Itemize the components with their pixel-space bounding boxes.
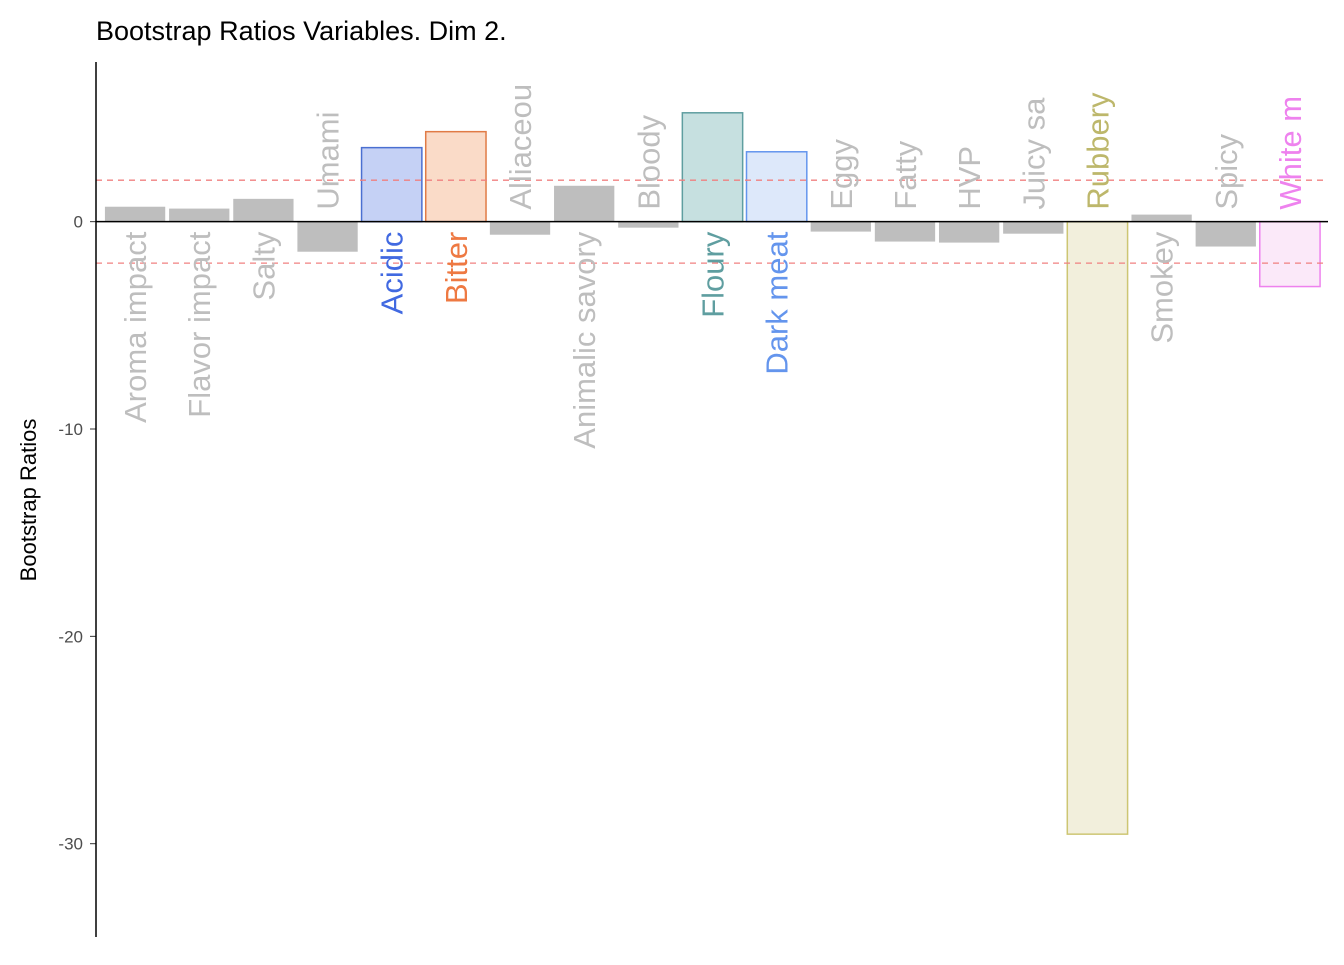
bar (618, 221, 679, 228)
bar (938, 221, 1000, 243)
category-label: Juicy sa (1016, 97, 1051, 210)
category-label: HVP (952, 146, 987, 210)
y-tick-label: 0 (74, 213, 83, 232)
bar (104, 206, 166, 222)
category-label: Smokey (1145, 231, 1180, 343)
bar (1003, 221, 1064, 234)
bar (489, 221, 551, 235)
category-label: Salty (246, 231, 281, 300)
bar (745, 151, 808, 223)
y-tick-label: -10 (58, 420, 83, 439)
category-label: Rubbery (1080, 92, 1115, 210)
category-label: Fatty (888, 140, 923, 209)
bar (360, 146, 423, 223)
category-label: White m (1273, 96, 1308, 210)
bar (681, 112, 744, 223)
category-label: Acidic (375, 232, 410, 315)
bar (810, 221, 871, 232)
bar (554, 185, 615, 222)
bar (233, 198, 294, 222)
bar (297, 221, 358, 252)
chart-title: Bootstrap Ratios Variables. Dim 2. (96, 16, 507, 46)
category-label: Bitter (439, 232, 474, 304)
category-label: Floury (696, 231, 731, 318)
category-label: Animalic savory (567, 231, 602, 449)
bar (1066, 220, 1129, 835)
category-label: Eggy (824, 138, 859, 209)
bar (1259, 220, 1321, 288)
category-label: Alliaceou (503, 84, 538, 210)
category-label: Flavor impact (182, 231, 217, 417)
category-label: Bloody (631, 114, 666, 209)
bar (874, 221, 936, 242)
bar (169, 208, 230, 222)
bar (1195, 221, 1256, 247)
y-tick-label: -20 (58, 627, 83, 646)
y-axis-label: Bootstrap Ratios (16, 419, 41, 582)
y-tick-label: -30 (58, 835, 83, 854)
bar (1131, 214, 1192, 222)
category-label: Spicy (1209, 133, 1244, 209)
category-label: Umami (311, 111, 346, 209)
category-label: Aroma impact (118, 231, 153, 423)
category-label: Dark meat (760, 231, 795, 374)
bar (424, 130, 487, 223)
